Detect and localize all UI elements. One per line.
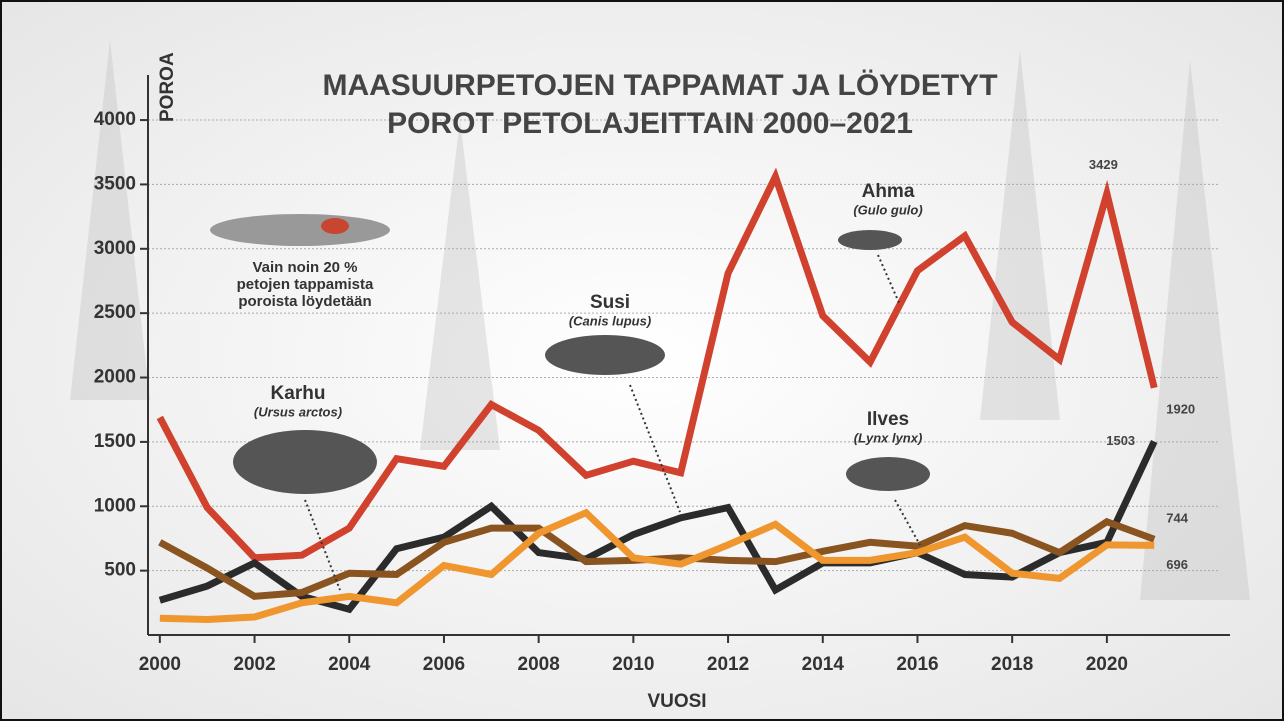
y-tick-label: 1000 (94, 495, 136, 516)
x-tick-label: 2012 (707, 654, 749, 675)
x-tick-label: 2006 (423, 654, 465, 675)
y-tick-label: 3500 (94, 173, 136, 194)
series-name: Ilves (867, 409, 909, 430)
value-label: 1920 (1166, 401, 1195, 416)
x-tick-label: 2016 (896, 654, 938, 675)
y-tick-label: 1500 (94, 431, 136, 452)
y-tick-label: 4000 (94, 109, 136, 130)
y-tick-label: 500 (104, 560, 136, 581)
x-axis-label: VUOSI (647, 691, 706, 712)
chart-title: POROT PETOLAJEITTAIN 2000–2021 (387, 107, 913, 140)
chart: 500 1000 1500 2000 2500 3000 3500 4000 2000 2002 2… (0, 0, 1284, 721)
x-tick-label: 2008 (518, 654, 560, 675)
series-name: Ahma (862, 181, 915, 202)
note: petojen tappamista (237, 276, 374, 293)
y-tick-label: 3000 (94, 238, 136, 259)
x-tick-label: 2000 (139, 654, 181, 675)
x-tick-label: 2002 (233, 654, 275, 675)
y-axis-label: POROA (157, 52, 178, 122)
y-tick-label: 2500 (94, 302, 136, 323)
x-tick-label: 2020 (1086, 654, 1128, 675)
series-name: Susi (590, 292, 630, 313)
value-label: 744 (1166, 511, 1188, 526)
x-tick-label: 2018 (991, 654, 1033, 675)
value-label: 1503 (1106, 433, 1135, 448)
series-latin: (Lynx lynx) (854, 430, 923, 445)
value-label: 696 (1166, 557, 1188, 572)
series-latin: (Canis lupus) (569, 313, 651, 328)
chart-title: MAASUURPETOJEN TAPPAMAT JA LÖYDETYT (322, 69, 997, 102)
x-tick-label: 2010 (612, 654, 654, 675)
y-tick-label: 2000 (94, 367, 136, 388)
series-latin: (Ursus arctos) (254, 404, 342, 419)
series-latin: (Gulo gulo) (853, 202, 922, 217)
x-tick-label: 2004 (328, 654, 371, 675)
note: poroista löydetään (238, 293, 371, 310)
x-tick-label: 2014 (802, 654, 845, 675)
value-label: 3429 (1089, 157, 1118, 172)
series-name: Karhu (271, 383, 326, 404)
note: Vain noin 20 % (252, 259, 357, 276)
